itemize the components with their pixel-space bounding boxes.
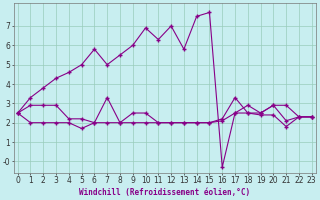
- X-axis label: Windchill (Refroidissement éolien,°C): Windchill (Refroidissement éolien,°C): [79, 188, 250, 197]
